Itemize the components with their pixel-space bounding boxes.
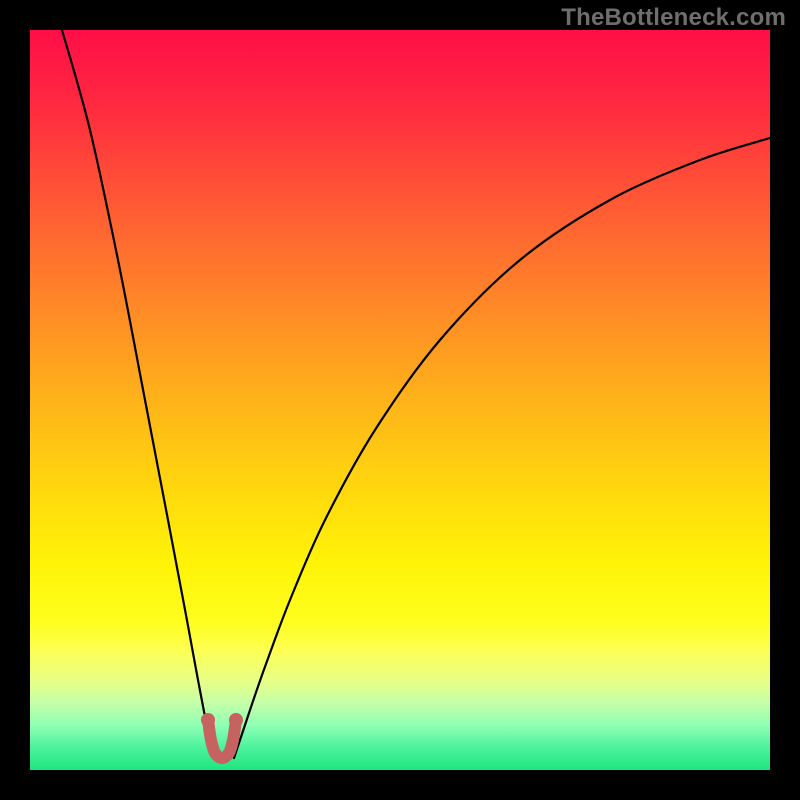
chart-stage: TheBottleneck.com bbox=[0, 0, 800, 800]
chart-svg bbox=[0, 0, 800, 800]
minimum-nub-end-left bbox=[201, 713, 215, 727]
plot-area bbox=[30, 30, 770, 770]
minimum-nub-end-right bbox=[229, 713, 243, 727]
watermark-text: TheBottleneck.com bbox=[561, 4, 786, 32]
